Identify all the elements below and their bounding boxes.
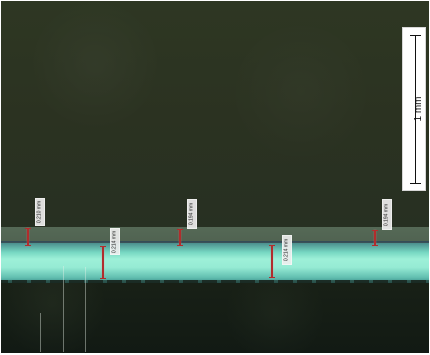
- measurement-line-5: [372, 230, 378, 246]
- measurement-label-4: 0.214 mm: [282, 235, 292, 265]
- vertical-streak: [40, 313, 41, 352]
- measurement-label-1: 0.210 mm: [35, 198, 45, 226]
- cyan-layer: [1, 243, 429, 285]
- lower-dark-region: [1, 283, 429, 353]
- measurement-label-text: 0.214 mm: [283, 238, 290, 262]
- measurement-label-2: 0.214 mm: [110, 228, 120, 255]
- measurement-line-4: [269, 245, 275, 278]
- scale-bar-label: 1 mm: [413, 96, 424, 122]
- vertical-streak: [85, 267, 86, 352]
- measurement-label-text: 0.210 mm: [36, 200, 43, 224]
- upper-dark-region: [1, 1, 429, 227]
- scale-bar-bottom-cap: [410, 183, 421, 184]
- measurement-line-1: [25, 228, 31, 246]
- measurement-label-3: 0.194 mm: [187, 199, 197, 229]
- measurement-label-5: 0.194 mm: [382, 199, 392, 230]
- vertical-streak: [63, 266, 64, 352]
- measurement-line-2: [100, 246, 106, 279]
- measurement-label-text: 0.214 mm: [111, 230, 118, 253]
- measurement-line-3: [177, 229, 183, 246]
- measurement-label-text: 0.194 mm: [188, 202, 195, 226]
- measurement-label-text: 0.194 mm: [383, 203, 390, 226]
- scale-bar-line: [415, 35, 416, 183]
- scale-bar-box: 1 mm: [402, 27, 426, 191]
